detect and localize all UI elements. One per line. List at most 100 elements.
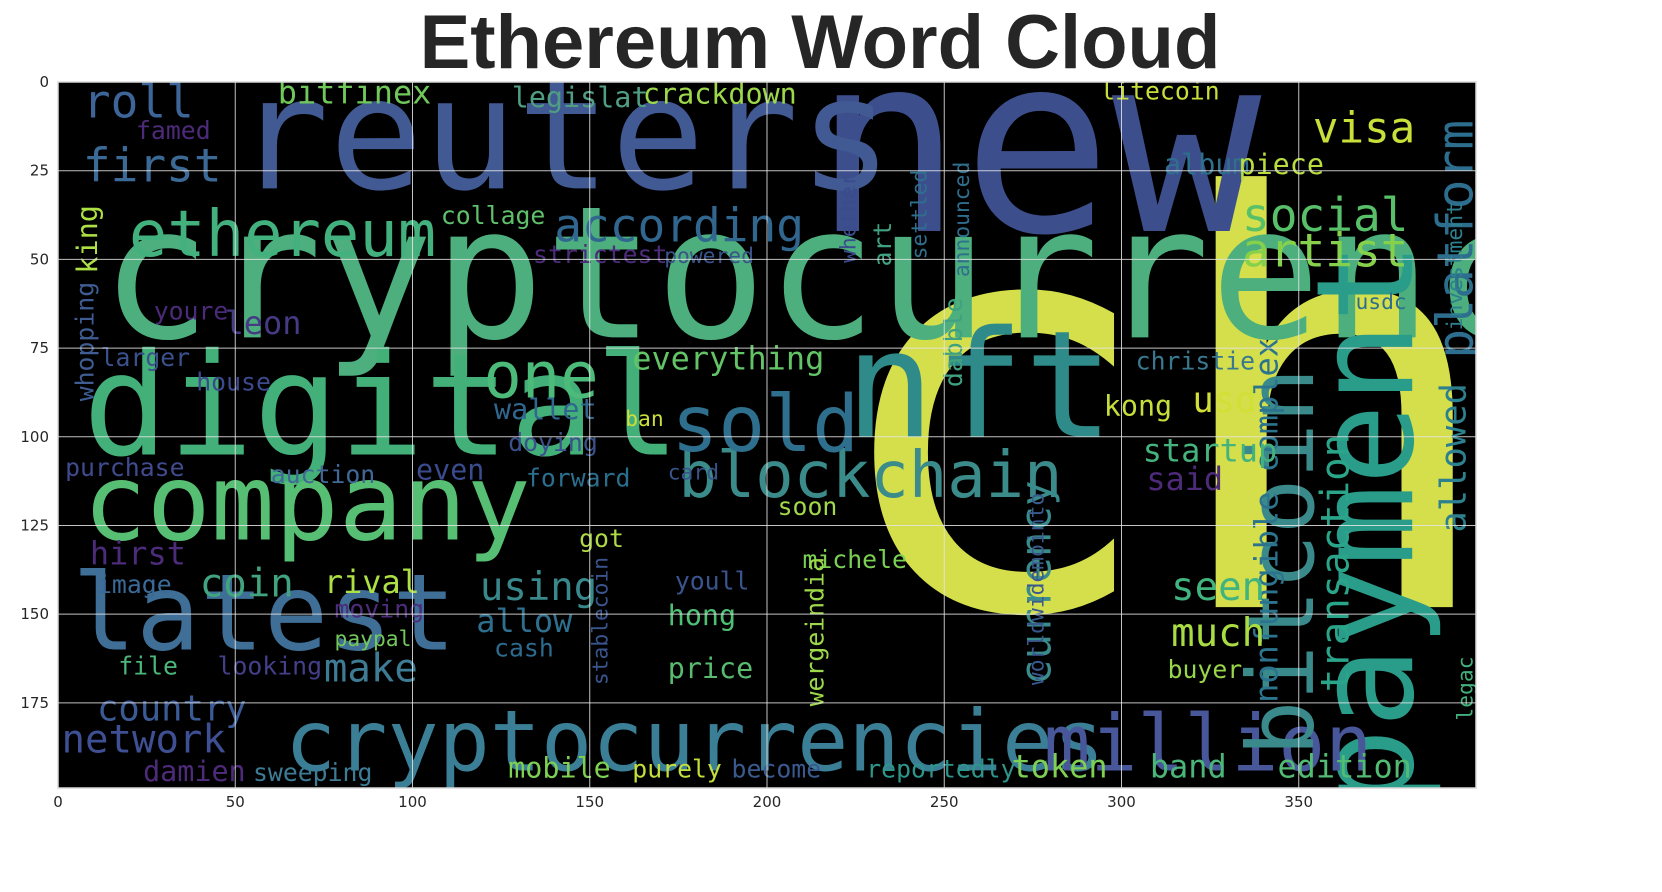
word-transaction: transaction: [1313, 434, 1358, 692]
word-country: country: [97, 689, 247, 730]
word-usdc: usdc: [1355, 290, 1406, 315]
word-crackdown: crackdown: [643, 77, 797, 110]
word-youre: youre: [154, 297, 229, 326]
word-worldwidemointo: worldwidemointo: [1025, 493, 1050, 685]
x-tick-label: 250: [930, 793, 959, 811]
word-digital: digital: [83, 324, 681, 489]
word-stablecoin: stablecoin: [588, 557, 613, 685]
word-hong: hong: [668, 599, 736, 632]
word-much: much: [1171, 611, 1265, 656]
word-forward: forward: [526, 463, 631, 492]
word-artist: artist: [1242, 223, 1409, 277]
word-social: social: [1242, 188, 1409, 242]
word-larger: larger: [101, 343, 191, 372]
grid-lines: [58, 82, 1476, 788]
x-tick-label: 50: [226, 793, 245, 811]
word-new: new: [813, 1, 1262, 290]
word-damien: damien: [143, 755, 246, 788]
word-bitcoin: bitcoin: [1227, 368, 1335, 757]
word-reuters: reuters: [235, 43, 892, 225]
word-visa: visa: [1313, 104, 1415, 153]
word-said: said: [1146, 460, 1223, 498]
word-file: file: [118, 651, 178, 680]
word-bitfinex: bitfinex: [278, 73, 432, 111]
word-million: million: [1044, 699, 1373, 789]
word-youll: youll: [675, 566, 750, 595]
word-kong: kong: [1104, 389, 1172, 422]
word-litecoin: litecoin: [1100, 77, 1219, 106]
word-settled: settled: [908, 170, 933, 260]
word-looking: looking: [218, 651, 323, 680]
word-auction: auction: [271, 460, 376, 489]
plot-frame: [57, 81, 1477, 789]
word-wallet: wallet: [494, 393, 597, 426]
word-leon: leon: [225, 304, 302, 342]
word-cash: cash: [494, 634, 554, 663]
word-mobile: mobile: [508, 751, 611, 784]
plot-area: charcryptocurrencynewreuters nft digital pa…: [57, 1, 1662, 810]
y-tick-label: 0: [39, 73, 49, 91]
word-investment: investment: [1443, 202, 1468, 330]
y-tick-label: 50: [30, 250, 49, 268]
y-axis: 0 25 50 75 100 125 150 175: [20, 73, 49, 712]
word-whopping: whopping: [70, 282, 99, 401]
word-ethereum: ethereum: [129, 198, 436, 272]
word-price: price: [668, 652, 753, 685]
word-roll: roll: [83, 74, 194, 128]
word-rival: rival: [324, 563, 420, 601]
word-image: image: [97, 570, 172, 599]
word-band: band: [1150, 747, 1227, 785]
word-got: got: [579, 524, 624, 553]
x-axis: 0 50 100 150 200 250 300 350: [53, 793, 1313, 811]
word-famed: famed: [136, 116, 211, 145]
x-tick-label: 200: [753, 793, 782, 811]
word-house: house: [196, 368, 271, 397]
word-collage: collage: [441, 201, 546, 230]
word-purely: purely: [632, 754, 722, 783]
x-tick-label: 0: [53, 793, 63, 811]
word-even: even: [416, 453, 484, 486]
word-christie: christie: [1136, 346, 1255, 375]
word-announced: announced: [950, 162, 975, 277]
word-token: token: [1012, 747, 1108, 785]
word-doying: doying: [508, 428, 598, 457]
chart-title: Ethereum Word Cloud: [420, 0, 1221, 85]
word-powered: powered: [664, 244, 754, 269]
word-legislat: legislat: [512, 81, 649, 114]
word-startup: startup: [1143, 432, 1277, 470]
word-network: network: [62, 718, 226, 763]
word-purchase: purchase: [65, 453, 184, 482]
x-tick-label: 100: [398, 793, 427, 811]
word-company: company: [83, 442, 531, 566]
word-one: one: [483, 340, 598, 414]
word-payment: payment: [1287, 242, 1444, 810]
word-using: using: [480, 565, 597, 610]
word-become: become: [732, 754, 822, 783]
word-according: according: [554, 199, 804, 253]
word-make: make: [324, 647, 418, 692]
word-card: card: [668, 460, 719, 485]
word-currency: currency: [1013, 480, 1062, 685]
word-nft: nft: [845, 300, 1114, 473]
word-char: char: [820, 81, 1662, 741]
word-allow: allow: [476, 602, 573, 640]
x-tick-label: 300: [1107, 793, 1136, 811]
word-buyer: buyer: [1168, 655, 1243, 684]
word-sold: sold: [671, 380, 859, 470]
word-cryptocurrencies: cryptocurrencies: [285, 692, 1105, 791]
word-reportedly: reportedly: [866, 754, 1015, 783]
y-tick-label: 25: [30, 162, 49, 180]
word-piece: piece: [1238, 148, 1323, 181]
word-soon: soon: [778, 492, 838, 521]
word-paypal: paypal: [335, 627, 412, 652]
word-wergeindia: wergeindia: [801, 557, 830, 706]
word-dabble: dabble: [939, 298, 968, 388]
word-michele: michele: [802, 545, 907, 574]
word-legac: legac: [1453, 656, 1478, 720]
word-strictest: strictest: [533, 240, 667, 269]
y-tick-label: 125: [20, 516, 49, 534]
word-hirst: hirst: [90, 534, 186, 572]
word-album: album: [1164, 148, 1249, 181]
y-tick-label: 150: [20, 605, 49, 623]
